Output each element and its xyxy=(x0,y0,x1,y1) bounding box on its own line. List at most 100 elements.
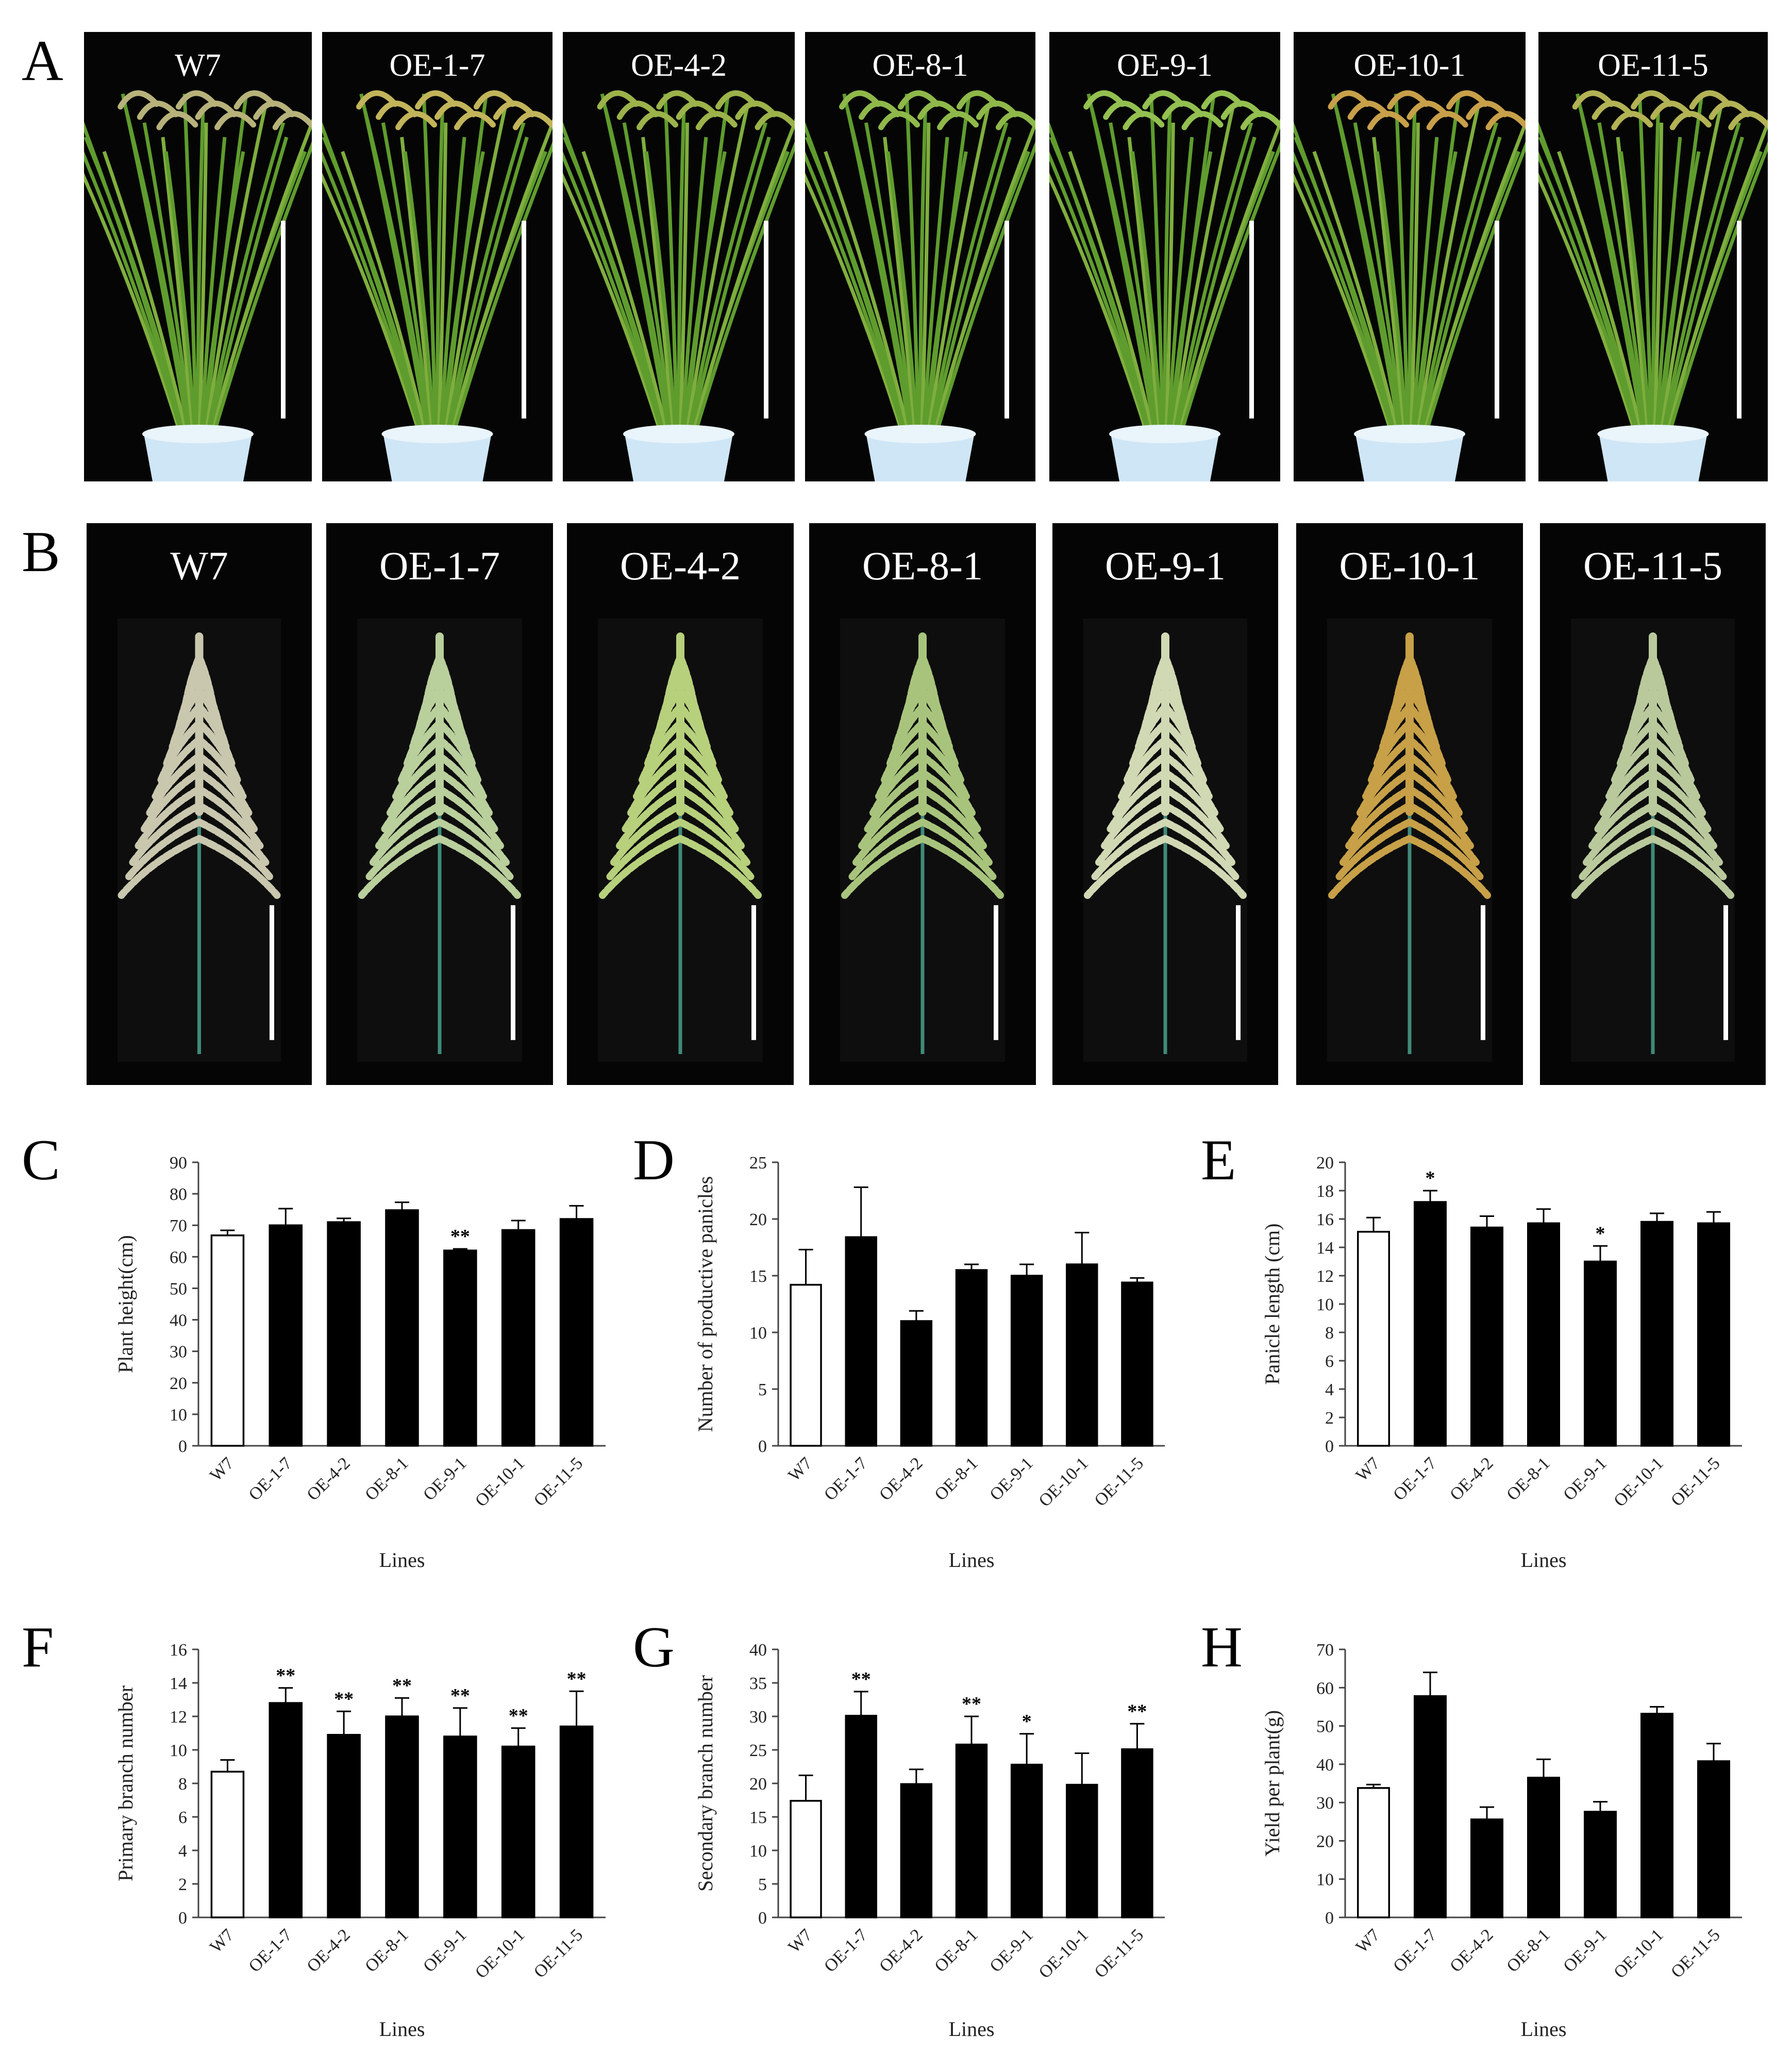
significance-marker: ** xyxy=(392,1675,412,1696)
chart-panicle-length: 0 2 4 6 8 10 12 14 16 18 20 W7 * OE-1-7 OE-4-2 OE-8-1 * O… xyxy=(1247,1142,1752,1593)
y-tick-label: 10 xyxy=(1316,1295,1334,1314)
y-tick-label: 20 xyxy=(749,1775,767,1794)
x-axis-title: Lines xyxy=(1521,1548,1567,1572)
bar-oe-1-7 xyxy=(1414,1201,1447,1447)
photo-label: OE-8-1 xyxy=(872,48,968,83)
bar-oe-10-1 xyxy=(1640,1221,1673,1447)
bar-oe-9-1 xyxy=(1584,1811,1617,1918)
bar-oe-8-1 xyxy=(1527,1222,1560,1447)
chart-secondary-branch: 0 5 10 15 20 25 30 35 40 W7 ** OE-1-7 OE-4-2 ** OE-8-1… xyxy=(680,1629,1175,2054)
x-tick-label: OE-4-2 xyxy=(876,1925,926,1976)
panicle-photo-oe-4-2: OE-4-2 xyxy=(567,523,794,1085)
y-tick-label: 15 xyxy=(749,1267,767,1286)
significance-marker: ** xyxy=(450,1226,470,1247)
bar-oe-4-2 xyxy=(1470,1226,1503,1447)
photo-label: OE-1-7 xyxy=(389,48,485,83)
y-tick-label: 20 xyxy=(170,1374,187,1393)
y-tick-label: 5 xyxy=(758,1875,767,1894)
y-tick-label: 8 xyxy=(1325,1324,1334,1343)
y-tick-label: 50 xyxy=(170,1279,187,1298)
y-tick-label: 0 xyxy=(178,1437,187,1456)
x-tick-label: OE-10-1 xyxy=(472,1925,528,1982)
x-tick-label: OE-8-1 xyxy=(931,1925,981,1976)
panel-letter-h: H xyxy=(1201,1615,1243,1679)
x-tick-label: OE-1-7 xyxy=(820,1454,871,1504)
panel-letter-b: B xyxy=(22,520,60,584)
y-tick-label: 10 xyxy=(749,1842,767,1861)
y-tick-label: 30 xyxy=(1316,1794,1334,1813)
bar-oe-9-1 xyxy=(1010,1275,1043,1447)
significance-marker: * xyxy=(1426,1167,1435,1189)
y-tick-label: 30 xyxy=(170,1343,187,1362)
y-tick-label: 0 xyxy=(1325,1437,1334,1456)
x-axis-title: Lines xyxy=(949,1548,995,1572)
panicle-image xyxy=(1571,619,1735,1062)
photo-label: OE-8-1 xyxy=(862,543,983,588)
y-tick-label: 15 xyxy=(749,1808,767,1827)
y-tick-label: 40 xyxy=(170,1311,187,1330)
bar-oe-9-1 xyxy=(1010,1763,1043,1918)
y-axis-title: Primary branch number xyxy=(114,1685,137,1881)
x-tick-label: OE-10-1 xyxy=(1035,1454,1092,1510)
panel-letter-a: A xyxy=(22,29,63,93)
plant-photo-oe-11-5: OE-11-5 xyxy=(1538,32,1768,481)
x-tick-label: OE-9-1 xyxy=(986,1925,1037,1976)
photo-label: OE-4-2 xyxy=(620,543,741,588)
bar-oe-1-7 xyxy=(845,1714,877,1918)
bar-chart-svg: 0 2 4 6 8 10 12 14 16 18 20 W7 * OE-1-7 OE-4-2 OE-8-1 * O… xyxy=(1261,1154,1742,1572)
y-tick-label: 25 xyxy=(749,1154,767,1173)
y-tick-label: 20 xyxy=(1316,1832,1334,1851)
panicle-image xyxy=(1327,619,1492,1062)
significance-marker: ** xyxy=(851,1668,871,1690)
x-tick-label: OE-9-1 xyxy=(420,1454,470,1504)
photo-label: OE-10-1 xyxy=(1339,543,1480,588)
x-tick-label: OE-8-1 xyxy=(1503,1925,1553,1976)
x-axis-title: Lines xyxy=(379,1548,425,1572)
x-tick-label: OE-11-5 xyxy=(530,1925,587,1981)
bar-oe-4-2 xyxy=(327,1734,361,1918)
y-tick-label: 10 xyxy=(170,1741,187,1760)
chart-plant-height: 0 10 20 30 40 50 60 70 80 90 W7 OE-1-7 OE-4-2 OE-8-1 *… xyxy=(101,1142,616,1593)
bar-oe-8-1 xyxy=(955,1269,988,1447)
x-tick-label: OE-4-2 xyxy=(304,1454,354,1504)
y-tick-label: 60 xyxy=(170,1248,187,1267)
chart-productive-panicles: 0 5 10 15 20 25 W7 OE-1-7 OE-4-2 OE-8-1 OE-9-1 OE-1… xyxy=(680,1142,1175,1593)
x-tick-label: OE-1-7 xyxy=(820,1925,871,1976)
panel-letter-e: E xyxy=(1201,1128,1236,1192)
x-axis-title: Lines xyxy=(949,2017,995,2041)
y-tick-label: 8 xyxy=(178,1775,187,1794)
y-tick-label: 2 xyxy=(1325,1409,1334,1428)
y-tick-label: 16 xyxy=(170,1641,187,1660)
panicle-photo-oe-11-5: OE-11-5 xyxy=(1540,523,1766,1085)
panicle-photo-w7: W7 xyxy=(87,523,312,1085)
plant-image xyxy=(322,90,552,481)
bar-oe-1-7 xyxy=(1414,1695,1447,1918)
plant-image xyxy=(84,90,312,481)
x-tick-label: OE-10-1 xyxy=(1610,1925,1667,1982)
y-tick-label: 20 xyxy=(749,1210,767,1229)
bar-oe-1-7 xyxy=(845,1236,877,1447)
significance-marker: ** xyxy=(450,1685,470,1707)
bar-chart-svg: 0 10 20 30 40 50 60 70 W7 OE-1-7 OE-4-2 OE-8-1 OE-9-… xyxy=(1261,1641,1742,2041)
bar-w7 xyxy=(210,1771,245,1918)
bar-oe-10-1 xyxy=(1066,1263,1098,1447)
photo-label: OE-1-7 xyxy=(379,543,500,588)
y-tick-label: 0 xyxy=(1325,1909,1334,1928)
x-tick-label: OE-8-1 xyxy=(361,1454,412,1504)
bar-oe-4-2 xyxy=(1470,1818,1503,1918)
panicle-image xyxy=(118,619,281,1062)
x-tick-label: W7 xyxy=(206,1454,238,1485)
x-tick-label: OE-9-1 xyxy=(1560,1925,1610,1976)
bar-oe-9-1 xyxy=(1584,1260,1617,1447)
plant-photo-oe-1-7: OE-1-7 xyxy=(322,32,552,481)
panicle-image xyxy=(598,619,763,1062)
bar-oe-8-1 xyxy=(385,1715,419,1918)
x-tick-label: OE-11-5 xyxy=(1091,1925,1147,1981)
panel-letter-d: D xyxy=(633,1128,675,1192)
x-tick-label: OE-8-1 xyxy=(1503,1454,1553,1504)
x-tick-label: OE-1-7 xyxy=(1389,1925,1440,1976)
x-tick-label: W7 xyxy=(784,1925,816,1957)
significance-marker: * xyxy=(1596,1223,1605,1244)
panel-letter-f: F xyxy=(22,1615,54,1679)
